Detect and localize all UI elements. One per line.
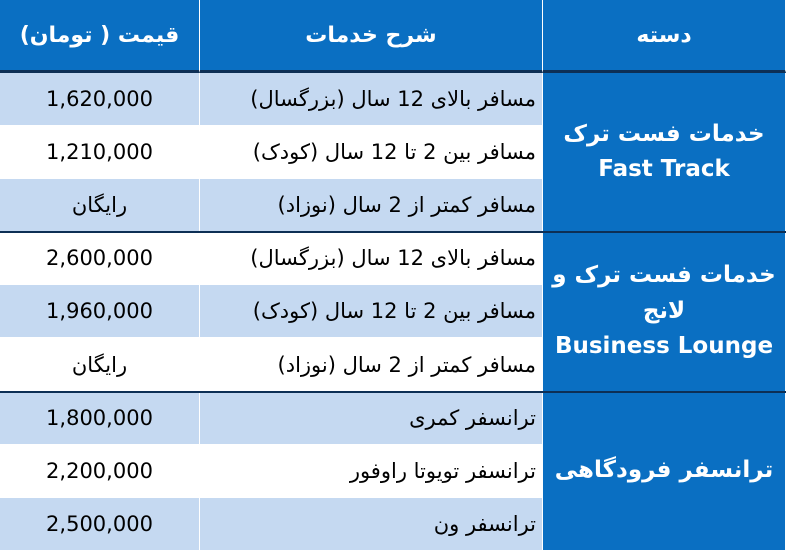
description-cell: مسافر بین 2 تا 12 سال (کودک)	[200, 285, 543, 339]
price: 2,500,000	[46, 511, 153, 536]
category-text: خدمات فست ترک و	[552, 261, 776, 288]
category-text: ترانسفر فرودگاهی	[554, 456, 774, 483]
price: 1,960,000	[46, 299, 153, 324]
description-cell: مسافر کمتر از 2 سال (نوزاد)	[200, 179, 543, 233]
price: 1,800,000	[46, 405, 153, 430]
description-header: شرح خدمات	[305, 22, 437, 48]
group-separator	[0, 231, 786, 234]
price: 2,200,000	[46, 458, 153, 483]
price: 1,210,000	[46, 140, 153, 165]
description: ترانسفر کمری	[409, 405, 536, 430]
price-cell: 2,200,000	[0, 444, 200, 498]
category-text: Fast Track	[598, 156, 730, 183]
category-cell: ترانسفر فرودگاهی	[543, 391, 786, 551]
price-cell: رایگان	[0, 179, 200, 233]
description-cell: مسافر کمتر از 2 سال (نوزاد)	[200, 338, 543, 392]
price-cell: 2,600,000	[0, 232, 200, 286]
category-text: Business Lounge	[554, 333, 774, 360]
category-cell: خدمات فست ترک Fast Track	[543, 73, 786, 233]
description-cell: مسافر بین 2 تا 12 سال (کودک)	[200, 126, 543, 180]
price: 1,620,000	[46, 87, 153, 112]
description: مسافر بین 2 تا 12 سال (کودک)	[252, 140, 536, 165]
description: ترانسفر ون	[433, 511, 536, 536]
price-header: قیمت ( تومان)	[19, 22, 180, 48]
price-cell: 1,210,000	[0, 126, 200, 180]
description-cell: ترانسفر کمری	[200, 391, 543, 445]
price-cell: رایگان	[0, 338, 200, 392]
category-text: لانج	[642, 297, 686, 324]
header-cell: شرح خدمات	[200, 0, 543, 73]
description: ترانسفر تویوتا راوفور	[349, 458, 536, 483]
price-cell: 1,960,000	[0, 285, 200, 339]
header-cell: دسته	[543, 0, 786, 73]
header-cell: قیمت ( تومان)	[0, 0, 200, 73]
description-cell: مسافر بالای 12 سال (بزرگسال)	[200, 73, 543, 127]
group-separator	[0, 390, 786, 393]
description-cell: ترانسفر ون	[200, 497, 543, 551]
description-cell: مسافر بالای 12 سال (بزرگسال)	[200, 232, 543, 286]
description: مسافر کمتر از 2 سال (نوزاد)	[277, 352, 536, 377]
price: رایگان	[71, 193, 128, 218]
price-cell: 2,500,000	[0, 497, 200, 551]
price: رایگان	[71, 352, 128, 377]
price: 2,600,000	[46, 246, 153, 271]
description-cell: ترانسفر تویوتا راوفور	[200, 444, 543, 498]
description: مسافر کمتر از 2 سال (نوزاد)	[277, 193, 536, 218]
price-cell: 1,620,000	[0, 73, 200, 127]
price-cell: 1,800,000	[0, 391, 200, 445]
category-header: دسته	[636, 22, 692, 48]
description: مسافر بالای 12 سال (بزرگسال)	[250, 87, 536, 112]
category-text: خدمات فست ترک	[563, 120, 765, 147]
category-cell: خدمات فست ترک و لانج Business Lounge	[543, 232, 786, 392]
description: مسافر بین 2 تا 12 سال (کودک)	[252, 299, 536, 324]
description: مسافر بالای 12 سال (بزرگسال)	[250, 246, 536, 271]
